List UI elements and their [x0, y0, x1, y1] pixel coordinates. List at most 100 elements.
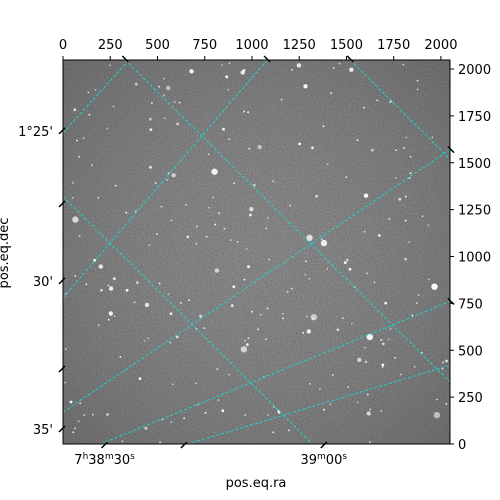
star — [94, 89, 97, 91]
star — [267, 217, 270, 219]
top-tick-label: 500 — [145, 38, 170, 53]
right-tick-label: 1250 — [458, 204, 491, 219]
star — [309, 383, 311, 385]
ra-tick-mark — [180, 441, 188, 449]
star — [72, 197, 74, 199]
star — [100, 288, 103, 292]
ra-tick-labels: 7h38m30s 39m00s — [74, 452, 347, 468]
dec-tick-label: 1°25' — [18, 125, 53, 140]
star — [277, 409, 280, 412]
star — [387, 338, 390, 341]
star — [166, 179, 169, 181]
star — [228, 138, 231, 141]
right-wcs-tick-mark — [447, 297, 455, 306]
star — [421, 215, 424, 218]
star — [306, 329, 311, 334]
star — [64, 348, 67, 351]
star — [160, 205, 163, 208]
star — [389, 328, 392, 330]
star — [72, 182, 74, 184]
star — [404, 257, 407, 261]
star — [112, 105, 115, 108]
top-wcs-tick-mark — [346, 55, 354, 63]
star — [166, 85, 171, 91]
star — [363, 106, 365, 109]
star — [74, 427, 76, 430]
star — [404, 219, 407, 222]
star — [91, 164, 93, 167]
star — [149, 165, 152, 169]
star — [384, 301, 388, 305]
star — [272, 180, 275, 183]
star — [147, 337, 150, 340]
right-pixel-axis: 0 250 500 750 1000 1250 1500 1750 2000 — [450, 63, 491, 453]
star — [349, 67, 354, 72]
star — [107, 284, 110, 287]
star — [199, 314, 203, 318]
star — [195, 242, 198, 245]
grid-line — [187, 364, 450, 444]
star — [207, 153, 210, 156]
star — [227, 88, 230, 91]
top-wcs-tick-mark — [121, 55, 129, 63]
right-tick-label: 250 — [458, 391, 483, 406]
star — [431, 136, 434, 139]
star — [249, 207, 254, 212]
star — [326, 268, 329, 270]
star — [163, 77, 165, 80]
star — [136, 281, 139, 285]
grid-line — [63, 60, 268, 299]
star — [195, 225, 198, 228]
star — [394, 356, 396, 359]
star — [304, 274, 307, 276]
grid-line — [63, 60, 130, 134]
star — [106, 413, 109, 416]
star — [369, 408, 371, 411]
star — [188, 299, 191, 301]
star — [171, 173, 176, 178]
star — [85, 283, 88, 286]
star — [445, 403, 448, 405]
star — [205, 235, 208, 238]
star — [305, 260, 307, 263]
star — [291, 69, 293, 71]
star — [320, 238, 323, 241]
star — [72, 431, 75, 434]
star — [253, 183, 256, 187]
star — [257, 144, 262, 150]
star — [204, 411, 207, 414]
right-tick-label: 0 — [458, 438, 466, 453]
star — [416, 79, 419, 82]
star — [107, 318, 110, 321]
star — [259, 313, 262, 316]
star — [330, 92, 333, 94]
star — [408, 177, 411, 179]
star — [106, 127, 109, 130]
star — [134, 82, 138, 86]
star — [214, 268, 220, 273]
star — [356, 401, 359, 404]
star — [76, 139, 78, 142]
star — [163, 117, 166, 120]
star — [265, 227, 268, 230]
star — [357, 357, 362, 363]
star — [302, 331, 304, 334]
star — [64, 381, 66, 384]
star — [222, 127, 225, 131]
star — [445, 359, 448, 363]
star — [247, 265, 250, 269]
star — [308, 278, 311, 280]
grid-line — [100, 301, 450, 444]
star — [97, 196, 100, 199]
dec-tick-mark — [58, 127, 66, 135]
star — [377, 234, 381, 237]
star — [336, 328, 340, 332]
star — [288, 429, 290, 432]
star — [173, 101, 176, 103]
star — [108, 311, 114, 316]
star — [244, 414, 247, 417]
star — [409, 172, 412, 175]
star — [247, 111, 250, 114]
x-axis-label: pos.eq.ra — [226, 476, 287, 491]
star — [178, 101, 181, 104]
